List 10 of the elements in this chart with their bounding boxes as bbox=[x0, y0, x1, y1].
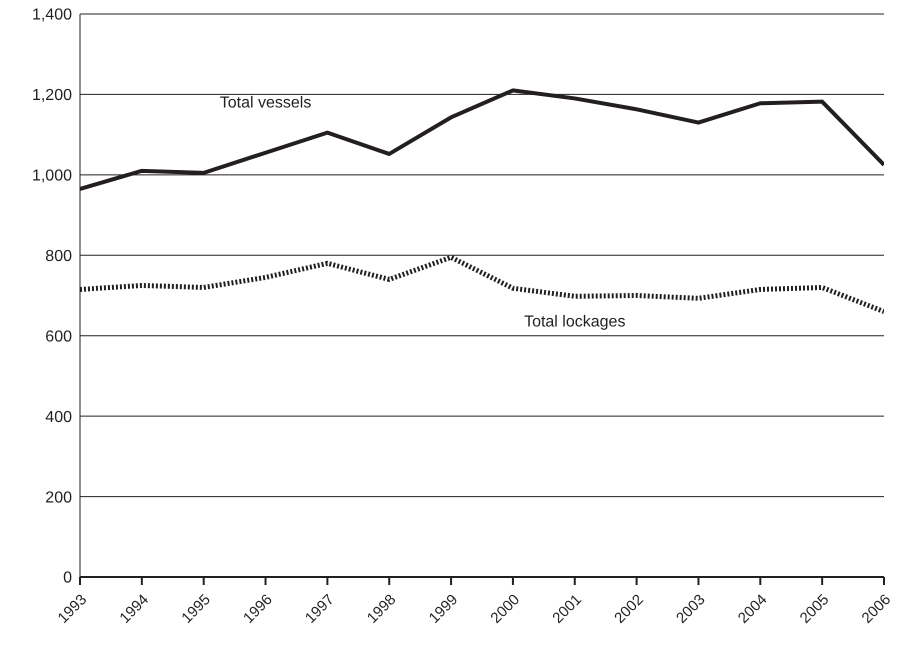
y-tick-label: 800 bbox=[45, 248, 72, 265]
y-tick-label: 1,200 bbox=[32, 87, 72, 104]
y-tick-label: 0 bbox=[63, 570, 72, 587]
y-tick-label: 600 bbox=[45, 328, 72, 346]
y-tick-label: 400 bbox=[45, 408, 72, 426]
y-tick-label: 1,000 bbox=[32, 168, 72, 185]
y-tick-label: 200 bbox=[45, 489, 72, 506]
series-label: Total lockages bbox=[524, 313, 626, 330]
y-tick-label: 1,400 bbox=[32, 6, 72, 24]
series-label: Total vessels bbox=[220, 94, 312, 112]
